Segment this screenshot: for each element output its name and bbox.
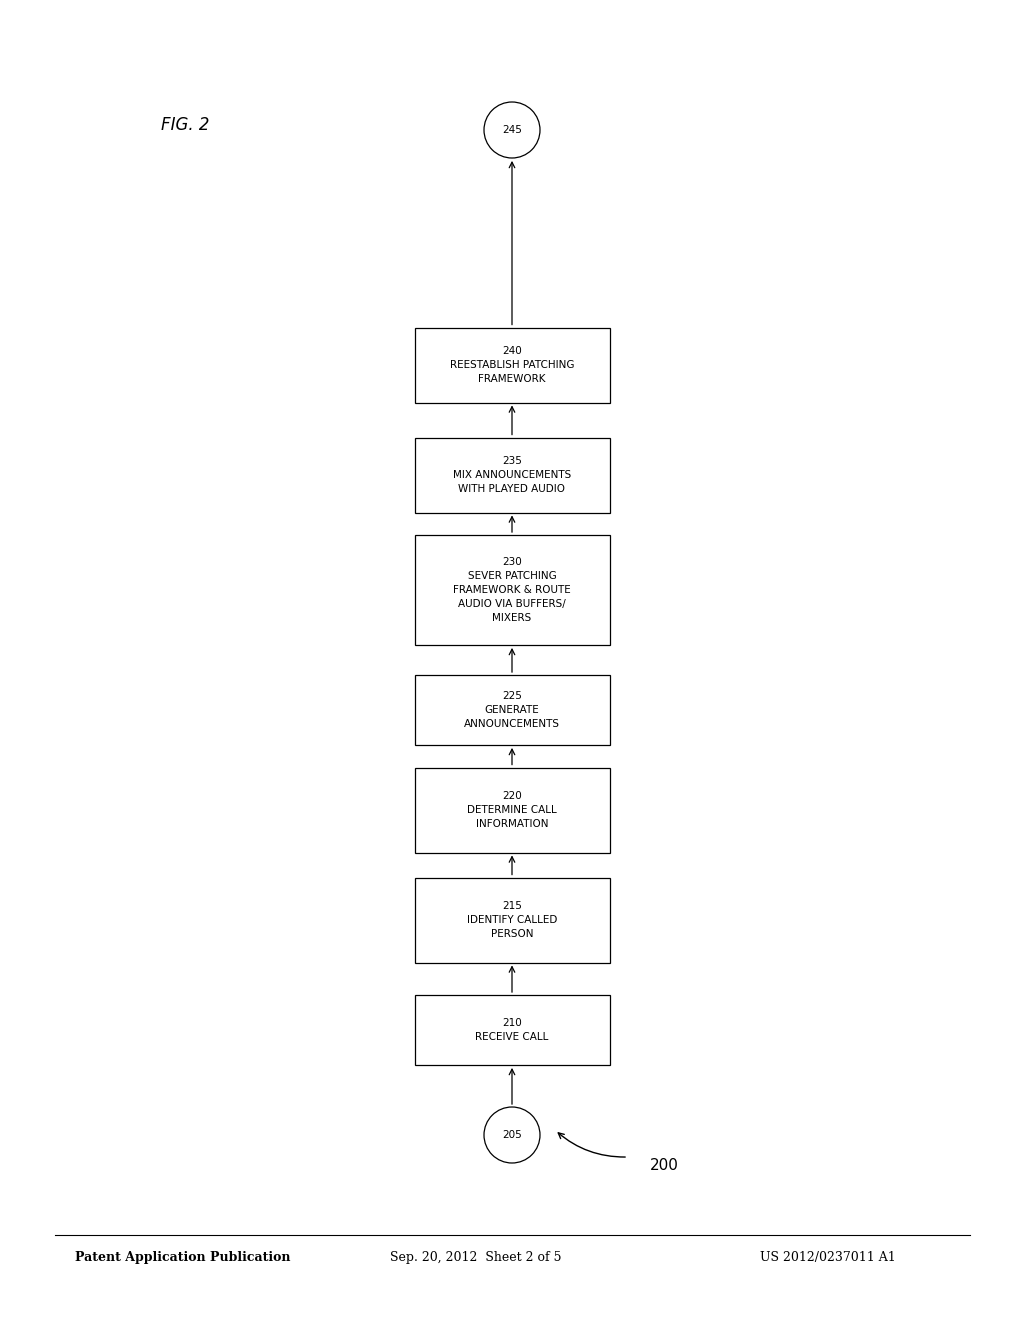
- Text: 220
DETERMINE CALL
INFORMATION: 220 DETERMINE CALL INFORMATION: [467, 791, 557, 829]
- Text: 225
GENERATE
ANNOUNCEMENTS: 225 GENERATE ANNOUNCEMENTS: [464, 690, 560, 729]
- FancyBboxPatch shape: [415, 535, 609, 645]
- Text: 240
REESTABLISH PATCHING
FRAMEWORK: 240 REESTABLISH PATCHING FRAMEWORK: [450, 346, 574, 384]
- FancyBboxPatch shape: [415, 878, 609, 962]
- FancyBboxPatch shape: [415, 327, 609, 403]
- Text: 245: 245: [502, 125, 522, 135]
- FancyBboxPatch shape: [415, 995, 609, 1065]
- FancyBboxPatch shape: [415, 675, 609, 744]
- Text: 235
MIX ANNOUNCEMENTS
WITH PLAYED AUDIO: 235 MIX ANNOUNCEMENTS WITH PLAYED AUDIO: [453, 455, 571, 494]
- Text: 215
IDENTIFY CALLED
PERSON: 215 IDENTIFY CALLED PERSON: [467, 902, 557, 939]
- FancyBboxPatch shape: [415, 437, 609, 512]
- Text: Patent Application Publication: Patent Application Publication: [75, 1251, 291, 1265]
- Text: 210
RECEIVE CALL: 210 RECEIVE CALL: [475, 1018, 549, 1041]
- Text: Sep. 20, 2012  Sheet 2 of 5: Sep. 20, 2012 Sheet 2 of 5: [390, 1251, 561, 1265]
- FancyBboxPatch shape: [415, 767, 609, 853]
- Text: 205: 205: [502, 1130, 522, 1140]
- Text: 230
SEVER PATCHING
FRAMEWORK & ROUTE
AUDIO VIA BUFFERS/
MIXERS: 230 SEVER PATCHING FRAMEWORK & ROUTE AUD…: [454, 557, 570, 623]
- Text: FIG. 2: FIG. 2: [161, 116, 209, 135]
- Text: 200: 200: [650, 1158, 679, 1172]
- Text: US 2012/0237011 A1: US 2012/0237011 A1: [760, 1251, 896, 1265]
